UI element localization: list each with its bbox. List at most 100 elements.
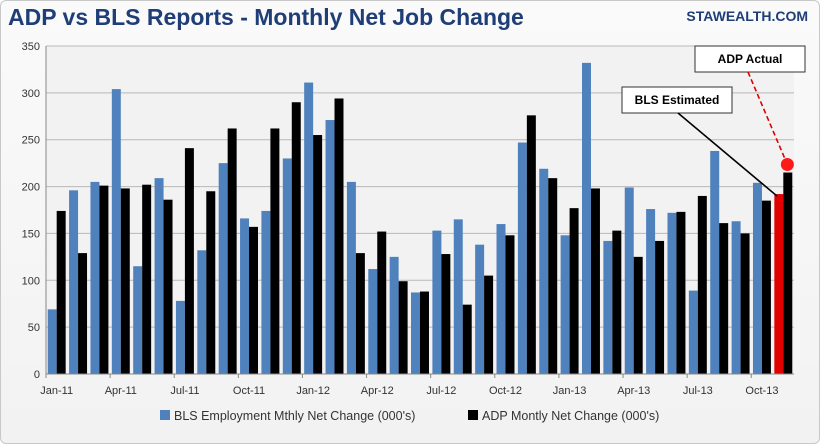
adp-bar xyxy=(462,304,472,374)
legend-label-bls: BLS Employment Mthly Net Change (000's) xyxy=(174,409,415,423)
bls-bar xyxy=(325,120,335,374)
y-tick-label: 150 xyxy=(22,228,40,240)
adp-bar xyxy=(633,256,643,374)
bls-bar xyxy=(197,250,207,374)
bls-bar xyxy=(731,221,741,374)
adp-bar xyxy=(590,188,600,374)
adp-bar xyxy=(398,281,408,374)
y-tick-label: 350 xyxy=(22,41,40,53)
adp-bar xyxy=(548,178,558,374)
bls-bar xyxy=(175,300,185,374)
legend-label-adp: ADP Montly Net Change (000's) xyxy=(482,409,659,423)
bls-bar xyxy=(261,210,271,374)
bls-bar xyxy=(646,209,656,374)
bls-bar xyxy=(752,182,762,374)
adp-actual-pointer xyxy=(747,71,789,165)
bls-bar xyxy=(304,82,314,375)
x-tick-label: Jul-11 xyxy=(170,385,199,397)
adp-bar xyxy=(313,135,323,374)
bls-bar xyxy=(90,181,100,374)
adp-bar xyxy=(783,172,793,374)
adp-bar xyxy=(761,200,771,374)
adp-bar xyxy=(270,128,280,374)
bls-bar xyxy=(218,163,228,374)
bls-bar xyxy=(688,290,698,374)
bls-bar xyxy=(133,266,143,374)
adp-actual-marker xyxy=(780,158,794,172)
bls-bar xyxy=(47,309,57,374)
bls-bar xyxy=(667,212,677,374)
adp-actual-callout-box xyxy=(694,45,806,73)
adp-bar xyxy=(227,128,237,374)
adp-bar xyxy=(676,211,686,374)
x-tick-label: Jul-12 xyxy=(426,385,456,397)
adp-bar xyxy=(142,184,152,374)
bls-bar xyxy=(496,224,506,374)
adp-bar xyxy=(526,115,536,374)
bls-bar xyxy=(432,230,442,374)
x-tick-label: Jan-12 xyxy=(296,385,330,397)
bls-bar xyxy=(368,269,378,374)
adp-bar xyxy=(505,235,515,374)
y-tick-label: 250 xyxy=(22,135,40,147)
bls-bar xyxy=(240,218,250,374)
bls-bar xyxy=(346,181,356,374)
bls-bar xyxy=(475,244,485,374)
bls-bar xyxy=(154,178,164,374)
bls-bar xyxy=(710,150,720,374)
adp-bar xyxy=(719,223,729,374)
bls-bar xyxy=(539,168,549,374)
y-tick-label: 100 xyxy=(22,275,40,287)
bls-bar xyxy=(582,62,591,375)
adp-actual-callout-label: ADP Actual xyxy=(718,52,783,66)
bar-series xyxy=(47,62,793,375)
adp-bar xyxy=(120,188,130,374)
adp-bar xyxy=(740,233,750,374)
adp-bar xyxy=(334,98,344,374)
legend-swatch-adp xyxy=(468,410,478,420)
bls-bar xyxy=(774,194,784,374)
x-tick-label: Apr-12 xyxy=(361,385,394,397)
bls-estimated-callout-label: BLS Estimated xyxy=(635,93,720,107)
y-tick-label: 200 xyxy=(22,182,40,194)
adp-bar xyxy=(56,210,66,374)
y-tick-label: 0 xyxy=(34,369,40,381)
bls-bar xyxy=(624,187,634,374)
adp-bar xyxy=(420,291,429,374)
x-tick-label: Apr-13 xyxy=(617,385,650,397)
adp-bar xyxy=(612,230,622,374)
bls-bar xyxy=(69,190,79,374)
x-tick-label: Jul-13 xyxy=(683,385,713,397)
adp-bar xyxy=(484,275,494,374)
legend: BLS Employment Mthly Net Change (000's) A… xyxy=(160,409,659,423)
bls-bar xyxy=(560,235,570,374)
legend-swatch-bls xyxy=(160,410,170,420)
y-tick-label: 50 xyxy=(28,322,40,334)
bls-bar xyxy=(603,240,613,374)
bls-bar xyxy=(389,256,399,374)
adp-bar xyxy=(206,191,216,374)
bls-estimated-callout-box xyxy=(621,86,733,114)
adp-bar xyxy=(441,254,451,374)
adp-bar xyxy=(99,185,109,374)
x-tick-label: Jan-13 xyxy=(553,385,587,397)
adp-bar xyxy=(78,253,88,374)
y-tick-label: 300 xyxy=(22,88,40,100)
adp-bar xyxy=(377,231,387,374)
x-tick-label: Jan-11 xyxy=(40,385,73,397)
bls-bar xyxy=(111,89,121,375)
x-tick-label: Oct-11 xyxy=(233,385,265,397)
adp-bar xyxy=(355,253,365,374)
adp-bar xyxy=(697,195,707,374)
adp-bar xyxy=(249,226,259,374)
x-tick-label: Apr-11 xyxy=(105,385,137,397)
chart-title: ADP vs BLS Reports - Monthly Net Job Cha… xyxy=(8,4,524,30)
bls-estimated-pointer xyxy=(677,112,778,197)
adp-bar xyxy=(184,148,194,374)
adp-bar xyxy=(291,102,301,374)
x-tick-label: Oct-13 xyxy=(745,385,778,397)
bls-bar xyxy=(411,292,420,374)
bls-bar xyxy=(453,219,463,374)
bls-bar xyxy=(517,142,527,374)
